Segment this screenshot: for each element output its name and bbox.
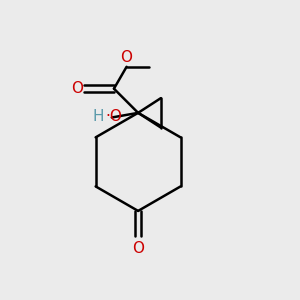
Text: H: H bbox=[93, 110, 104, 124]
Text: O: O bbox=[132, 241, 144, 256]
Text: O: O bbox=[121, 50, 133, 65]
Text: O: O bbox=[71, 81, 83, 96]
Text: ·O: ·O bbox=[106, 110, 123, 124]
